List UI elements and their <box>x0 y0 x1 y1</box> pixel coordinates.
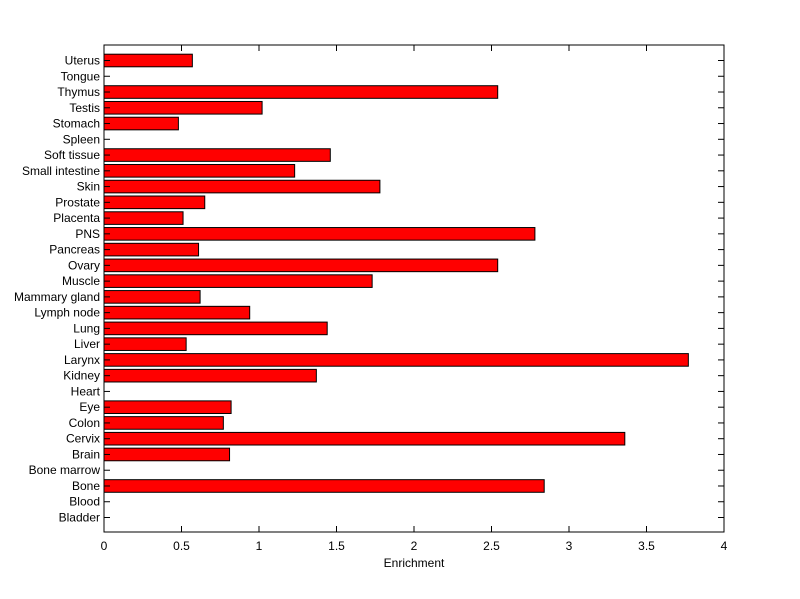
x-axis-label: Enrichment <box>384 556 445 570</box>
y-tick-label-eye: Eye <box>79 400 100 414</box>
y-tick-label-cervix: Cervix <box>66 432 100 446</box>
bar-prostate <box>103 195 206 210</box>
y-tick-label-skin: Skin <box>77 180 100 194</box>
bar-muscle <box>103 274 373 288</box>
bar-skin <box>103 179 381 194</box>
x-tick-label: 0 <box>101 539 108 553</box>
y-tick-label-tongue: Tongue <box>61 69 101 83</box>
x-tick-label: 1.5 <box>328 539 345 553</box>
y-tick-label-blood: Blood <box>69 495 100 509</box>
y-tick-label-larynx: Larynx <box>64 353 100 367</box>
bar-brain <box>103 447 231 462</box>
x-tick-label: 1 <box>256 539 263 553</box>
y-tick-label-pancreas: Pancreas <box>49 243 100 257</box>
x-axis-ticks: 0 0.5 1 1.5 2 2.5 3 3.5 4 <box>101 45 728 553</box>
y-tick-label-spleen: Spleen <box>63 132 100 146</box>
x-tick-label: 4 <box>721 539 728 553</box>
bar-mammary-gland <box>103 290 201 304</box>
x-tick-label: 3.5 <box>638 539 655 553</box>
bar-pns <box>103 227 536 241</box>
bar-lymph-node <box>103 305 251 320</box>
y-tick-label-prostate: Prostate <box>55 195 100 209</box>
bar-liver <box>103 337 187 351</box>
x-tick-label: 2.5 <box>483 539 500 553</box>
bar-pancreas <box>103 242 200 257</box>
y-tick-label-mammary-gland: Mammary gland <box>14 290 100 304</box>
y-tick-label-stomach: Stomach <box>53 117 100 131</box>
y-tick-label-muscle: Muscle <box>62 274 100 288</box>
bar-thymus <box>103 85 499 99</box>
y-tick-label-soft-tissue: Soft tissue <box>44 148 100 162</box>
y-tick-label-colon: Colon <box>69 416 100 430</box>
bar-cervix <box>103 431 626 446</box>
y-tick-label-lymph-node: Lymph node <box>34 306 100 320</box>
bar-ovary <box>103 258 499 273</box>
y-tick-label-heart: Heart <box>71 384 101 398</box>
bar-kidney <box>103 368 317 383</box>
x-tick-label: 2 <box>411 539 418 553</box>
bar-stomach <box>103 116 179 131</box>
y-tick-label-placenta: Placenta <box>53 211 100 225</box>
bar-uterus <box>103 53 193 68</box>
y-tick-label-liver: Liver <box>74 337 100 351</box>
bar-small-intestine <box>103 164 296 178</box>
y-tick-label-bladder: Bladder <box>59 511 100 525</box>
y-tick-label-kidney: Kidney <box>63 369 100 383</box>
y-tick-label-bone-marrow: Bone marrow <box>29 463 101 477</box>
bar-bone <box>103 479 545 493</box>
bar-larynx <box>103 353 689 367</box>
y-tick-label-ovary: Ovary <box>68 258 100 272</box>
bar-eye <box>103 400 232 414</box>
y-tick-label-uterus: Uterus <box>65 54 100 68</box>
bar-colon <box>103 416 224 430</box>
y-tick-label-lung: Lung <box>73 321 100 335</box>
bar-lung <box>103 321 328 336</box>
y-tick-label-bone: Bone <box>72 479 100 493</box>
bar-placenta <box>103 211 184 225</box>
x-tick-label: 3 <box>566 539 573 553</box>
bar-testis <box>103 100 263 115</box>
y-tick-label-pns: PNS <box>75 227 100 241</box>
y-tick-label-brain: Brain <box>72 447 100 461</box>
y-tick-label-testis: Testis <box>69 101 100 115</box>
y-tick-label-small-intestine: Small intestine <box>22 164 100 178</box>
bars-group <box>103 53 689 493</box>
y-tick-label-thymus: Thymus <box>57 85 100 99</box>
bar-soft-tissue <box>103 148 331 162</box>
x-tick-label: 0.5 <box>173 539 190 553</box>
